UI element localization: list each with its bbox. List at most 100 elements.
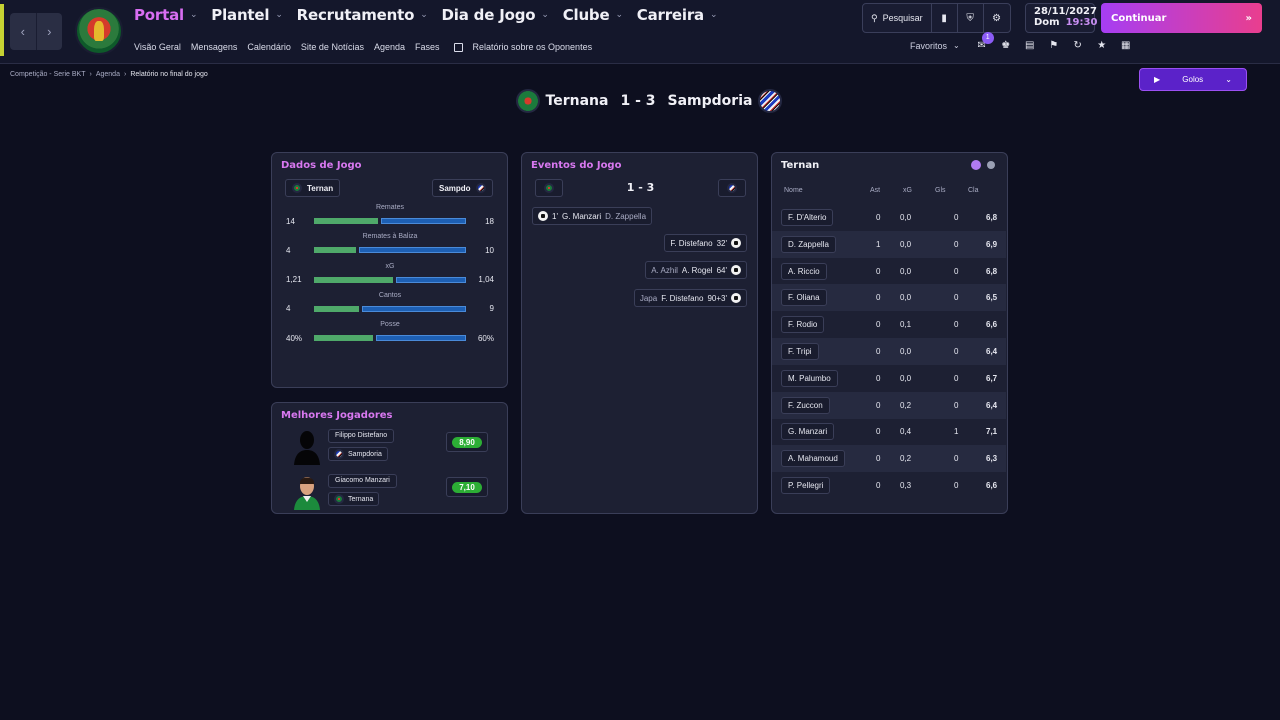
shirt-icon[interactable]: ♚ <box>1001 40 1011 51</box>
subnav-relatorio-oponentes[interactable]: Relatório sobre os Oponentes <box>472 42 593 52</box>
home-team-chip[interactable] <box>535 179 563 197</box>
club-badge-icon[interactable] <box>75 7 123 55</box>
bookmark-icon[interactable]: ▮ <box>932 4 958 32</box>
cell-xg: 0,0 <box>900 266 912 276</box>
player-name[interactable]: F. D'Alterio <box>781 209 834 226</box>
back-button[interactable]: ‹ <box>10 13 37 50</box>
cell-gls: 0 <box>954 293 959 303</box>
search-button[interactable]: ⚲ Pesquisar <box>863 4 932 32</box>
stat-label: Remates <box>375 204 404 211</box>
event-minute: 90+3' <box>707 293 727 303</box>
inbox-icon[interactable]: ✉ 1 <box>970 32 994 51</box>
header-name[interactable]: Nome <box>784 187 803 194</box>
club-crest-icon[interactable]: ⛨ <box>958 4 984 32</box>
table-row[interactable]: F. Rodio 0 0,1 0 6,6 <box>772 311 1006 338</box>
cell-gls: 0 <box>954 213 959 222</box>
nav-portal[interactable]: Portal ⌄ <box>134 6 198 24</box>
nav-recrutamento[interactable]: Recrutamento ⌄ <box>296 6 428 24</box>
header-xg[interactable]: xG <box>903 187 912 194</box>
cell-ast: 0 <box>876 400 881 410</box>
date-label: 28/11/2027 <box>1034 6 1097 17</box>
table-row[interactable]: F. Tripi 0 0,0 0 6,4 <box>772 338 1006 365</box>
cell-xg: 0,0 <box>900 347 912 356</box>
away-team-chip[interactable]: Sampdo <box>432 179 493 197</box>
ternana-badge-icon[interactable] <box>516 89 540 113</box>
table-row[interactable]: M. Palumbo 0 0,0 0 6,7 <box>772 365 1006 392</box>
trophy-icon[interactable]: ★ <box>1097 40 1107 51</box>
player-photo-icon <box>294 477 320 510</box>
breadcrumb-competition[interactable]: Competição - Serie BKT <box>10 71 86 78</box>
forward-button[interactable]: › <box>47 24 52 39</box>
subnav-site-noticias[interactable]: Site de Notícias <box>300 42 364 52</box>
table-row[interactable]: A. Mahamoud 0 0,2 0 6,3 <box>772 445 1006 473</box>
clipboard-icon[interactable]: ▤ <box>1024 40 1035 51</box>
home-team-chip[interactable]: Ternan <box>285 179 341 197</box>
best-player-card[interactable]: Giacomo Manzari Ternana 7,10 <box>286 474 496 512</box>
subnav-fases[interactable]: Fases <box>415 42 463 52</box>
player-name[interactable]: A. Mahamoud <box>781 450 845 468</box>
tactics-icon[interactable]: ⚑ <box>1049 40 1059 51</box>
player-name[interactable]: A. Riccio <box>781 262 827 280</box>
match-stats-panel: Dados de Jogo Ternan Sampdo Remates 14 18 R… <box>271 152 508 388</box>
table-row[interactable]: G. Manzari 0 0,4 1 7,1 <box>772 418 1006 445</box>
breadcrumb-agenda[interactable]: Agenda <box>95 71 120 78</box>
chevron-down-icon: ⌄ <box>275 10 283 20</box>
cell-ast: 0 <box>876 293 881 303</box>
cell-cla: 6,9 <box>986 239 998 249</box>
table-row[interactable]: A. Riccio 0 0,0 0 6,8 <box>772 258 1006 285</box>
player-name[interactable]: P. Pellegri <box>781 477 831 494</box>
table-row[interactable]: F. Oliana 0 0,0 0 6,5 <box>772 284 1006 312</box>
player-name[interactable]: F. Oliana <box>781 289 827 307</box>
stat-row: Cantos 4 9 <box>286 292 494 315</box>
subnav-visao-geral[interactable]: Visão Geral <box>134 42 181 52</box>
cell-xg: 0,1 <box>900 320 912 330</box>
goal-event[interactable]: A. Azhil A. Rogel 64' <box>645 261 747 279</box>
refresh-icon[interactable]: ↻ <box>1073 40 1082 51</box>
away-team-chip[interactable] <box>718 179 746 197</box>
player-name[interactable]: F. Tripi <box>781 343 819 360</box>
panel-title: Dados de Jogo <box>281 160 362 171</box>
goal-event[interactable]: Japa F. Distefano 90+3' <box>633 289 747 307</box>
player-name[interactable]: M. Palumbo <box>781 369 838 387</box>
cell-gls: 0 <box>954 266 959 276</box>
goal-event[interactable]: 1' G. Manzari D. Zappella <box>532 207 653 225</box>
calendar-icon[interactable]: ▦ <box>1120 40 1131 51</box>
page-dot[interactable] <box>987 161 995 169</box>
goal-event[interactable]: F. Distefano 32' <box>664 234 747 252</box>
table-row[interactable]: P. Pellegri 0 0,3 0 6,6 <box>772 472 1006 499</box>
nav-plantel[interactable]: Plantel ⌄ <box>211 6 283 24</box>
cell-ast: 0 <box>876 454 881 464</box>
table-row[interactable]: F. Zuccon 0 0,2 0 6,4 <box>772 391 1006 419</box>
cell-ast: 0 <box>876 213 881 222</box>
header-ast[interactable]: Ast <box>870 187 881 194</box>
favorites-dropdown[interactable]: Favoritos <box>910 40 948 51</box>
subnav-agenda[interactable]: Agenda <box>373 42 405 52</box>
player-name[interactable]: F. Zuccon <box>781 396 830 414</box>
sampdoria-badge-icon[interactable] <box>758 89 782 113</box>
gear-icon[interactable]: ⚙ <box>992 12 1002 24</box>
nav-carreira[interactable]: Carreira ⌄ <box>636 6 718 24</box>
player-team-label: Sampdoria <box>348 450 382 458</box>
nav-dia-de-jogo[interactable]: Dia de Jogo ⌄ <box>441 6 549 24</box>
best-player-card[interactable]: Filippo Distefano Sampdoria 8,90 <box>286 429 496 467</box>
home-team-name[interactable]: Ternana <box>545 93 609 109</box>
subnav-calendario[interactable]: Calendário <box>247 42 291 52</box>
cell-cla: 6,3 <box>986 454 998 464</box>
page-dot-active[interactable] <box>971 160 981 170</box>
player-team: Ternana <box>328 492 380 506</box>
away-chip-label: Sampdo <box>439 183 471 193</box>
header-gls[interactable]: Gls <box>935 187 946 194</box>
player-name[interactable]: G. Manzari <box>781 423 835 441</box>
nav-clube[interactable]: Clube ⌄ <box>562 6 623 24</box>
header-cla[interactable]: Cla <box>968 187 979 194</box>
double-chevron-right-icon: » <box>1245 12 1252 24</box>
player-name[interactable]: F. Rodio <box>781 316 825 334</box>
player-name: Filippo Distefano <box>328 429 395 443</box>
goals-dropdown[interactable]: ▶ Golos ⌄ <box>1139 68 1247 91</box>
subnav-mensagens[interactable]: Mensagens <box>190 42 238 52</box>
table-row[interactable]: D. Zappella 1 0,0 0 6,9 <box>772 230 1006 258</box>
player-name[interactable]: D. Zappella <box>781 235 836 253</box>
continue-button[interactable]: Continuar » <box>1101 3 1262 33</box>
away-team-name[interactable]: Sampdoria <box>667 93 753 109</box>
table-row[interactable]: F. D'Alterio 0 0,0 0 6,8 <box>772 204 1006 231</box>
